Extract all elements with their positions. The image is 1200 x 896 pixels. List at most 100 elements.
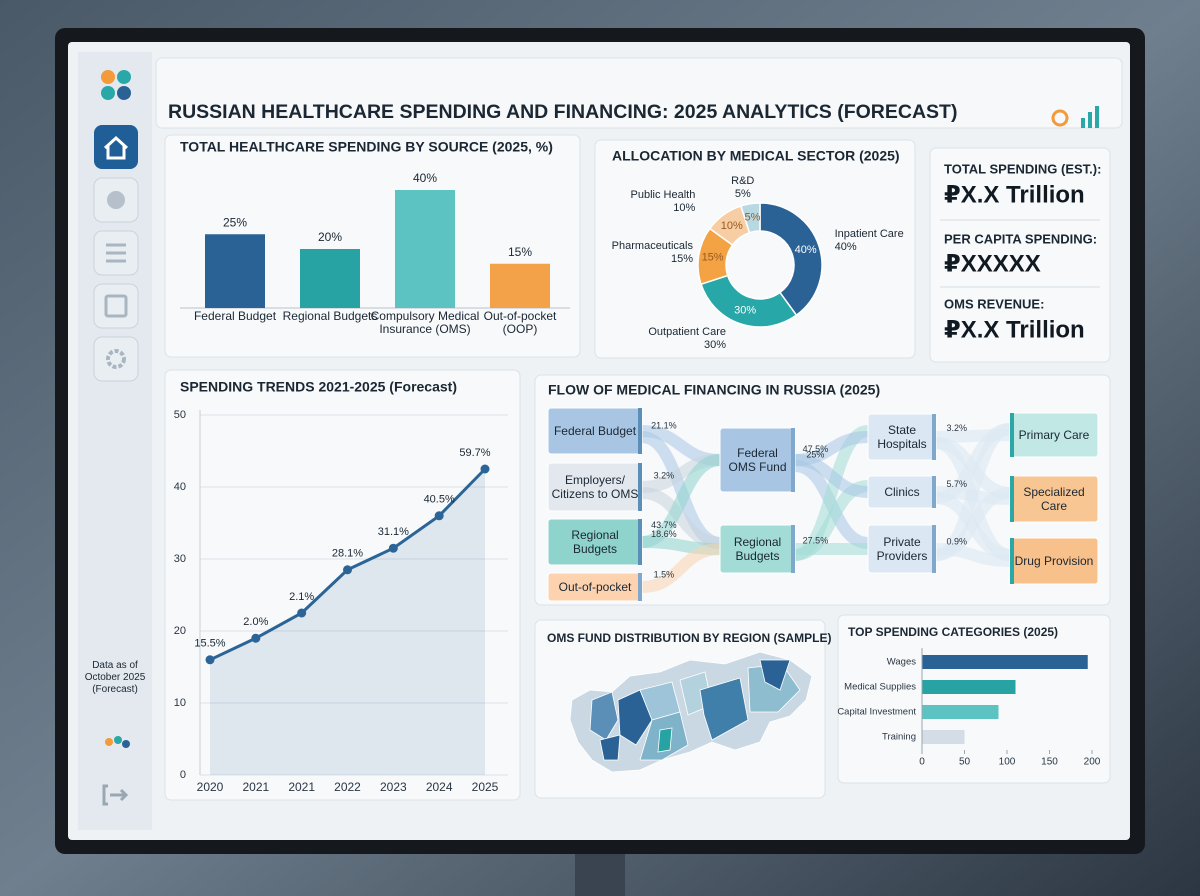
category-label-wrap: Regional Budgets [275, 310, 385, 354]
point-annotation: 2.0% [243, 616, 268, 628]
home-button[interactable] [94, 125, 138, 169]
bar [922, 705, 999, 719]
map-title: OMS FUND DISTRIBUTION BY REGION (SAMPLE) [547, 631, 831, 645]
category-label-wrap: Federal Budget [180, 310, 290, 354]
flow-node-label: Out-of-pocket [558, 580, 632, 594]
y-tick-label: 50 [174, 409, 186, 421]
flow-node-edge [638, 519, 642, 565]
flow-node-label: Regional Budgets [733, 535, 782, 563]
flow-node-label-box: Federal OMS Fund [722, 428, 793, 492]
category-label: Training [882, 732, 916, 743]
note-box: Data as of October 2025 (Forecast) [84, 660, 146, 695]
x-tick-label: 100 [999, 757, 1016, 768]
flow-node-edge [1010, 476, 1014, 522]
flow-node-edge [1010, 413, 1014, 457]
flow-node-label: Primary Care [1018, 428, 1090, 442]
reports-button[interactable] [93, 283, 139, 329]
kpi-value: ₽X.X Trillion [944, 316, 1085, 343]
chart-title: SPENDING TRENDS 2021-2025 (Forecast) [180, 379, 457, 395]
flow-node-label-box: Drug Provision [1014, 554, 1094, 568]
x-tick-label: 2025 [472, 780, 499, 794]
category-label: Medical Supplies [844, 682, 916, 693]
flow-node-label: Specialized Care [1023, 485, 1085, 513]
flow-node-edge [638, 408, 642, 454]
x-tick-label: 2024 [426, 780, 453, 794]
slice-label: 15% [702, 251, 724, 263]
logout-button[interactable] [102, 784, 129, 806]
x-tick-label: 2020 [197, 780, 224, 794]
flow-link-label: 43.7% [651, 520, 677, 530]
kpi-label: TOTAL SPENDING (EST.): [944, 161, 1101, 176]
chart-title: TOP SPENDING CATEGORIES (2025) [848, 625, 1058, 639]
flow-node-edge [932, 414, 936, 460]
category-label-wrap: Out-of-pocket (OOP) [465, 310, 575, 354]
flow-node-edge [638, 463, 642, 511]
header [155, 57, 1123, 129]
sector-label-wrap: Public Health 10% [600, 186, 696, 218]
point [434, 511, 444, 521]
flow-node-label-wrap: Regional Budgets [550, 519, 640, 565]
alerts-button[interactable] [93, 177, 139, 223]
slice-label: 40% [795, 244, 817, 256]
flow-link [935, 429, 1011, 443]
x-tick-label: 2023 [380, 780, 407, 794]
flow-node-label-box: Primary Care [1012, 413, 1096, 457]
flow-node-label: Drug Provision [1014, 554, 1094, 568]
kpi-value: ₽X.X Trillion [944, 181, 1085, 208]
flow-link [935, 543, 1011, 567]
flow-node-label-box: Regional Budgets [550, 519, 640, 565]
category-label-box: Federal Budget [180, 310, 290, 354]
sector-label-wrap: Pharmaceuticals 15% [598, 237, 693, 269]
flow-node-edge [1010, 538, 1014, 584]
header-icon[interactable] [1051, 109, 1069, 127]
sector-label-wrap: Outpatient Care 30% [631, 323, 726, 355]
header-chart-icon[interactable] [1081, 106, 1099, 128]
sector-label: 15% [670, 252, 693, 265]
sector-label-wrap: R&D 5% [703, 172, 783, 204]
page-title: RUSSIAN HEALTHCARE SPENDING AND FINANCIN… [168, 101, 957, 123]
flow-node-edge [638, 573, 642, 601]
settings-button[interactable] [93, 336, 139, 382]
point [343, 565, 352, 575]
point-annotation: 28.1% [332, 548, 363, 560]
value-label: 40% [413, 171, 437, 185]
flow-node-label-wrap: Specialized Care [1012, 476, 1096, 522]
chart-title: TOTAL HEALTHCARE SPENDING BY SOURCE (202… [180, 139, 553, 155]
y-tick-label: 40 [174, 481, 186, 493]
flow-node-label-wrap: Primary Care [1012, 413, 1096, 457]
sector-label-box: R&D5% [703, 172, 783, 204]
flow-node-label-wrap: Employers/ Citizens to OMS [550, 463, 640, 511]
flow-node-label-wrap: Clinics [870, 476, 934, 508]
value-label: 20% [318, 230, 342, 244]
category-label: Compulsory Medical Insurance (OMS) [370, 310, 480, 336]
flow-link-label: 1.5% [654, 570, 675, 580]
donut-slice [739, 202, 761, 234]
sector-label: Pharmaceuticals [611, 239, 693, 252]
flow-node-label-box: Out-of-pocket [558, 580, 632, 594]
flow-node-label-wrap: Federal OMS Fund [722, 428, 793, 492]
x-tick-label: 150 [1041, 757, 1058, 768]
point-annotation: 2.1% [289, 591, 314, 603]
point-annotation: 15.5% [194, 638, 225, 650]
x-tick-label: 200 [1084, 757, 1101, 768]
flow-link [641, 543, 721, 593]
slice-label: 5% [745, 211, 761, 223]
kpi-panel [929, 147, 1111, 363]
flow-node-label: Federal OMS Fund [728, 446, 787, 474]
flow-node-label-box: Employers/ Citizens to OMS [550, 463, 640, 511]
flow-node-label: Clinics [884, 485, 920, 499]
list-button[interactable] [93, 230, 139, 276]
flow-link-label: 0.9% [946, 537, 967, 547]
flow-link-label: 18.6% [651, 529, 677, 539]
data-note: Data as of October 2025 (Forecast) [84, 660, 146, 695]
sector-label: 10% [673, 201, 696, 214]
flow-link-label: 3.2% [654, 471, 675, 481]
sector-label-wrap: Inpatient Care 40% [835, 225, 930, 257]
flow-link-label: 3.2% [946, 423, 967, 433]
x-tick-label: 50 [959, 757, 971, 768]
